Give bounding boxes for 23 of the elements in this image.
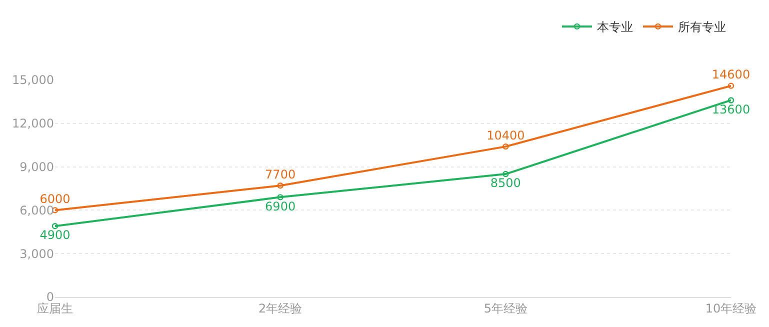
data-label: 10400	[486, 128, 525, 142]
legend-label: 所有专业	[678, 20, 726, 34]
point	[728, 82, 734, 89]
y-tick-label: 15,000	[12, 73, 54, 88]
x-tick-label: 10年经验	[705, 301, 757, 316]
y-tick-label: 3,000	[20, 246, 54, 261]
x-tick-label: 2年经验	[258, 301, 302, 316]
x-tick-label: 5年经验	[484, 301, 528, 316]
data-label: 14600	[712, 68, 750, 82]
y-tick-label: 9,000	[20, 160, 54, 174]
point	[502, 143, 509, 150]
data-label: 7700	[265, 167, 296, 182]
data-label: 8500	[490, 176, 521, 190]
data-label: 13600	[712, 102, 750, 116]
point	[277, 182, 284, 189]
data-label: 6900	[265, 199, 296, 214]
point	[728, 97, 734, 104]
y-tick-label: 12,000	[12, 116, 54, 131]
point	[502, 170, 509, 178]
legend-label: 本专业	[597, 20, 633, 34]
point	[52, 223, 58, 230]
point	[277, 194, 284, 200]
data-label: 4900	[40, 228, 70, 242]
